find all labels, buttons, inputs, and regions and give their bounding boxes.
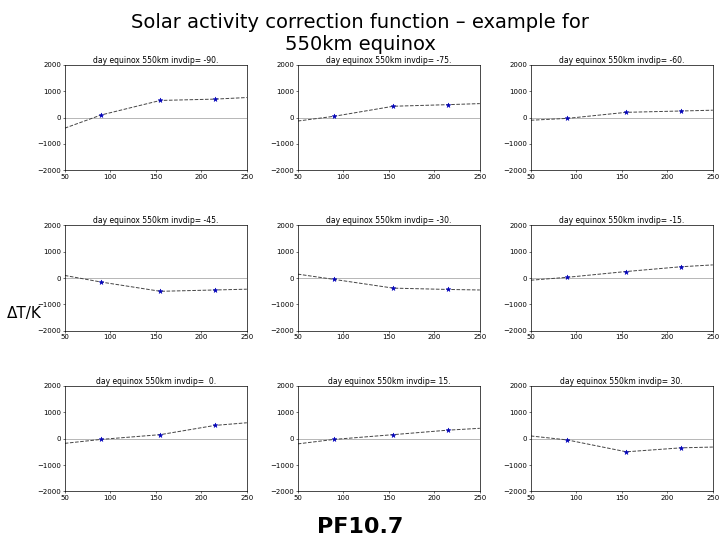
Point [621, 267, 632, 276]
Point [155, 430, 166, 439]
Point [621, 108, 632, 117]
Title: day equinox 550km invdip= -75.: day equinox 550km invdip= -75. [326, 56, 451, 65]
Point [210, 421, 221, 430]
Point [96, 278, 107, 286]
Point [675, 443, 687, 452]
Title: day equinox 550km invdip= -30.: day equinox 550km invdip= -30. [326, 216, 451, 225]
Point [442, 285, 454, 294]
Title: day equinox 550km invdip= -45.: day equinox 550km invdip= -45. [93, 216, 218, 225]
Text: 550km equinox: 550km equinox [284, 35, 436, 54]
Text: PF10.7: PF10.7 [317, 517, 403, 537]
Title: day equinox 550km invdip= -15.: day equinox 550km invdip= -15. [559, 216, 685, 225]
Title: day equinox 550km invdip= -60.: day equinox 550km invdip= -60. [559, 56, 685, 65]
Point [562, 436, 573, 444]
Point [155, 287, 166, 295]
Point [562, 114, 573, 123]
Point [210, 95, 221, 104]
Text: ΔT/K: ΔT/K [7, 306, 42, 321]
Point [621, 448, 632, 456]
Point [210, 286, 221, 294]
Title: day equinox 550km invdip= -90.: day equinox 550km invdip= -90. [93, 56, 218, 65]
Point [442, 426, 454, 435]
Point [387, 284, 399, 293]
Title: day equinox 550km invdip= 30.: day equinox 550km invdip= 30. [560, 377, 683, 386]
Point [675, 262, 687, 271]
Point [328, 435, 340, 444]
Point [442, 100, 454, 109]
Point [562, 273, 573, 282]
Text: Solar activity correction function – example for: Solar activity correction function – exa… [131, 14, 589, 32]
Point [155, 96, 166, 105]
Title: day equinox 550km invdip=  0.: day equinox 550km invdip= 0. [96, 377, 216, 386]
Point [675, 107, 687, 116]
Point [96, 435, 107, 444]
Point [387, 102, 399, 111]
Title: day equinox 550km invdip= 15.: day equinox 550km invdip= 15. [328, 377, 450, 386]
Point [328, 112, 340, 120]
Point [387, 430, 399, 439]
Point [328, 275, 340, 284]
Point [96, 111, 107, 119]
